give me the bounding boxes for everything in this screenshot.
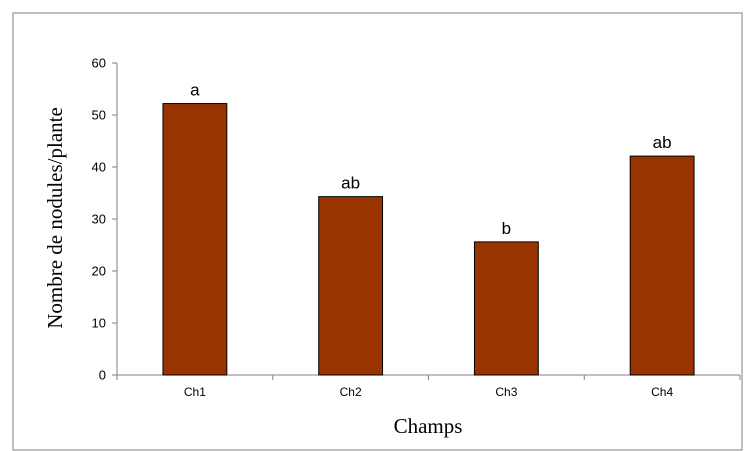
- data-label-ch4: ab: [653, 133, 672, 152]
- category-label-ch3: Ch3: [495, 385, 517, 399]
- bar-ch1: [162, 103, 228, 376]
- chart-area-border: [12, 12, 743, 451]
- y-tick-label: 50: [92, 108, 106, 123]
- data-label-ch3: b: [502, 219, 511, 238]
- category-label-ch4: Ch4: [651, 385, 673, 399]
- bar-ch2: [318, 196, 384, 376]
- category-label-ch1: Ch1: [184, 385, 206, 399]
- x-axis-ticks: [116, 375, 741, 380]
- bar-ch4: [629, 155, 695, 376]
- data-label-ch2: ab: [341, 174, 360, 193]
- bar-series: [162, 103, 695, 376]
- x-axis-title: Champs: [394, 414, 463, 438]
- y-tick-label: 0: [99, 368, 106, 383]
- data-labels: a ab b ab: [190, 81, 671, 238]
- y-axis-ticks: 0 10 20 30 40 50 60: [92, 56, 117, 383]
- y-tick-label: 30: [92, 212, 106, 227]
- y-axis-title: Nombre de nodules/plante: [43, 107, 67, 329]
- category-labels: Ch1 Ch2 Ch3 Ch4: [184, 385, 674, 399]
- y-tick-label: 10: [92, 316, 106, 331]
- category-label-ch2: Ch2: [340, 385, 362, 399]
- y-tick-label: 60: [92, 56, 106, 71]
- data-label-ch1: a: [190, 81, 200, 100]
- bar-ch3: [473, 241, 539, 376]
- y-tick-label: 40: [92, 160, 106, 175]
- y-tick-label: 20: [92, 264, 106, 279]
